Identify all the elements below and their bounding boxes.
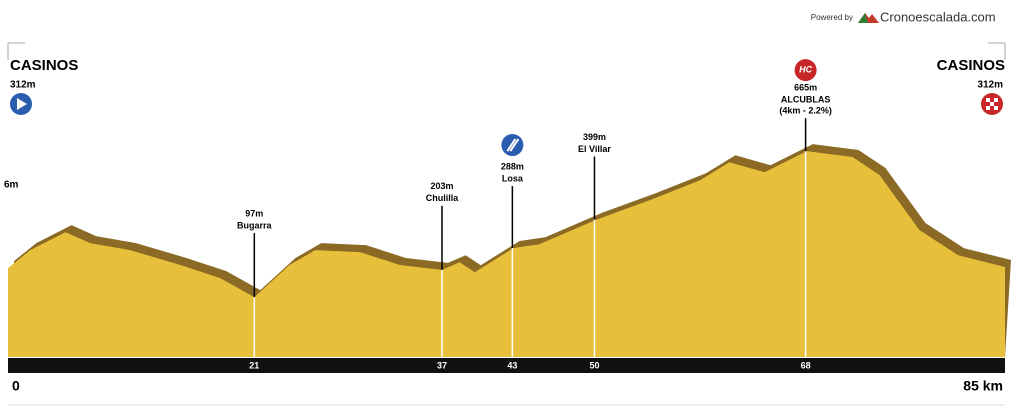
finish-name: CASINOS — [937, 57, 1005, 74]
start-altitude: 312m — [10, 80, 36, 91]
start-name: CASINOS — [10, 57, 78, 74]
distance-bar — [8, 358, 1005, 373]
waypoint-name: Bugarra — [237, 220, 273, 230]
waypoint-name: Losa — [502, 173, 524, 183]
waypoint-climb: (4km - 2.2%) — [779, 106, 832, 116]
category-label: HC — [799, 65, 812, 75]
x-tick-label: 21 — [249, 360, 259, 370]
waypoint-altitude: 399m — [583, 132, 606, 142]
x-tick-label: 37 — [437, 360, 447, 370]
waypoint-altitude: 665m — [794, 83, 817, 93]
brand[interactable]: Cronoescalada.com — [880, 9, 996, 24]
waypoint-name: ALCUBLAS — [781, 95, 831, 105]
category-icon — [794, 59, 817, 82]
waypoint-name: Chulilla — [426, 193, 459, 203]
logo-mountain-left — [858, 13, 868, 23]
start-icon — [10, 93, 32, 115]
feed-zone-stripes — [506, 138, 520, 152]
x-tick-label: 68 — [801, 360, 811, 370]
x-tick-label: 43 — [507, 360, 517, 370]
finish-altitude: 312m — [977, 80, 1003, 91]
waypoint-altitude: 97m — [245, 208, 263, 218]
x-tick-label: 0 — [12, 378, 20, 394]
waypoint-altitude: 288m — [501, 161, 524, 171]
brand-logo — [858, 13, 879, 23]
powered-by: Powered by — [811, 13, 853, 22]
finish-icon — [981, 93, 1003, 115]
waypoint-name: El Villar — [578, 144, 611, 154]
edge-label: 6m — [4, 180, 19, 191]
profile-area — [8, 151, 1005, 357]
x-tick-label: 85 km — [963, 378, 1003, 394]
x-tick-label: 50 — [589, 360, 599, 370]
waypoint-altitude: 203m — [430, 181, 453, 191]
